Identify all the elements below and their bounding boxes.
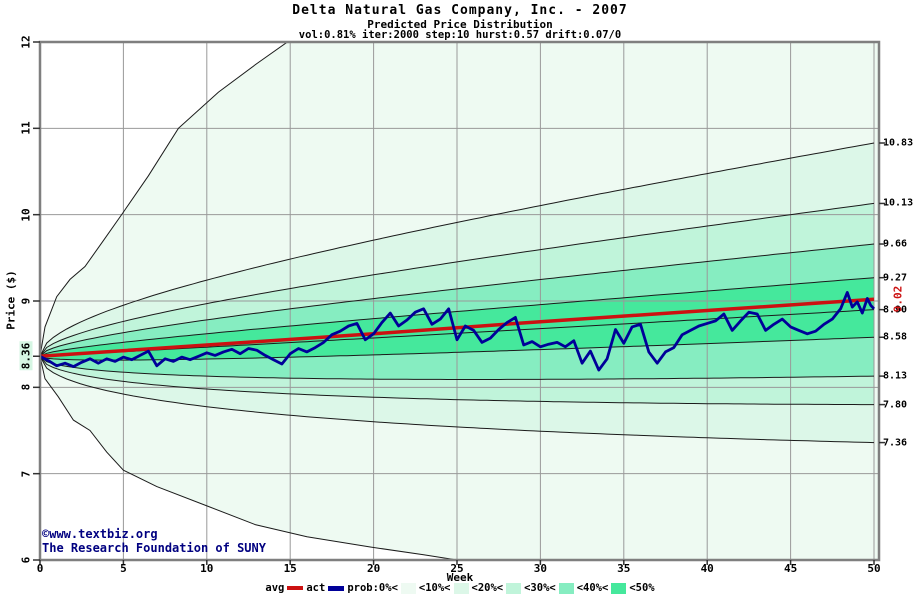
legend-band-swatch — [506, 582, 522, 594]
legend-threshold-label: <50% — [629, 582, 655, 594]
legend-threshold-label: <10%< — [418, 582, 451, 594]
y-tick-label: 8 — [19, 384, 33, 391]
percentile-curve — [40, 142, 875, 357]
legend-band-swatch — [611, 582, 627, 594]
y-start-price-label: 8.36 — [19, 342, 33, 371]
legend-threshold-label: <20%< — [471, 582, 504, 594]
legend: avg act prob:0%< <10%< <20%< <30%< <40%< <50% — [0, 582, 920, 594]
legend-threshold-label: <40%< — [576, 582, 609, 594]
y-tick-label: 7 — [19, 470, 33, 477]
y-tick-label: 6 — [19, 556, 33, 564]
chart-title: Delta Natural Gas Company, Inc. - 2007 — [292, 3, 628, 18]
legend-avg-label: avg — [265, 582, 285, 594]
actual-price-line — [40, 291, 876, 372]
legend-act-swatch — [328, 585, 345, 591]
percentile-curve — [40, 355, 875, 380]
legend-band-swatch — [453, 582, 469, 594]
legend-threshold-label: <30%< — [524, 582, 556, 594]
avg-end-price-label: 9.02 — [891, 286, 905, 313]
right-percentile-label: 9.66 — [883, 238, 908, 250]
right-percentile-label: 7.80 — [883, 399, 908, 411]
percentile-curve — [40, 202, 875, 357]
watermark-url: ©www.textbiz.org — [42, 527, 158, 541]
right-percentile-label: 8.13 — [883, 370, 908, 382]
y-tick-label: 11 — [19, 121, 33, 135]
legend-band-swatch — [558, 582, 574, 594]
x-tick-label: 30 — [533, 562, 548, 575]
x-tick-label: 10 — [200, 562, 214, 575]
x-tick-label: 20 — [366, 562, 381, 575]
legend-band-swatch — [400, 582, 416, 594]
right-percentile-label: 9.27 — [883, 272, 908, 284]
percentile-curve — [40, 243, 875, 357]
plot-area — [40, 42, 879, 560]
chart-subtitle: Predicted Price Distribution — [367, 18, 553, 31]
y-tick-label: 10 — [19, 208, 33, 222]
watermark-org: The Research Foundation of SUNY — [42, 541, 266, 555]
x-tick-label: 25 — [450, 562, 464, 575]
right-percentile-label: 10.13 — [883, 197, 914, 209]
right-percentile-label: 7.36 — [883, 437, 908, 449]
percentile-curve — [40, 277, 875, 357]
percentile-curve — [40, 42, 289, 357]
legend-act-label: act — [306, 582, 326, 594]
percentile-curve — [40, 356, 875, 444]
x-tick-label: 50 — [867, 562, 881, 575]
x-tick-label: 35 — [617, 562, 631, 575]
x-tick-label: 15 — [283, 562, 297, 575]
x-tick-label: 0 — [36, 562, 44, 575]
x-axis-title: Week — [446, 571, 474, 584]
simulation-params: vol:0.81% iter:2000 step:10 hurst:0.57 d… — [298, 29, 622, 41]
y-tick-label: 9 — [19, 297, 33, 305]
percentile-curve — [40, 309, 875, 357]
percentile-curve — [40, 356, 461, 560]
y-tick-label: 12 — [19, 35, 33, 49]
legend-prob-label: prob:0%< — [347, 582, 398, 594]
avg-price-line — [40, 297, 875, 359]
percentile-curve — [40, 355, 874, 406]
right-percentile-label: 10.83 — [883, 137, 914, 149]
legend-avg-swatch — [287, 586, 304, 590]
right-percentile-label: 8.58 — [883, 331, 908, 343]
right-percentile-label: 8.90 — [883, 304, 908, 316]
y-axis-title: Price ($) — [4, 270, 18, 330]
x-tick-label: 45 — [783, 562, 798, 575]
x-tick-label: 40 — [700, 562, 714, 575]
x-tick-label: 5 — [120, 562, 127, 575]
